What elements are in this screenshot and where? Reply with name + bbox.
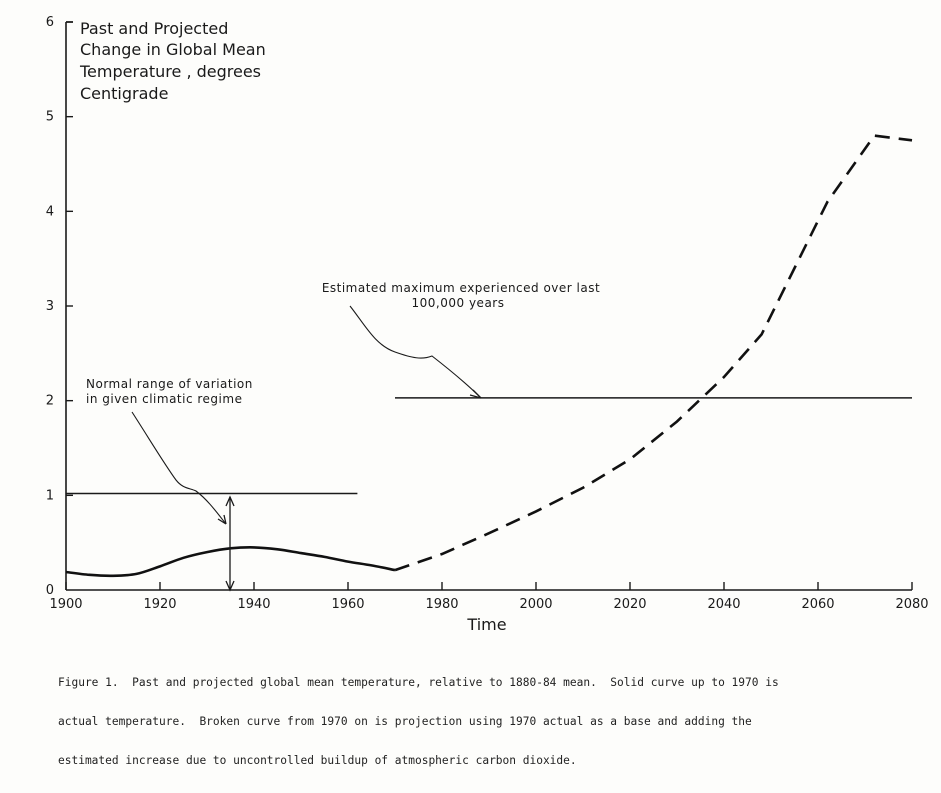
x-tick-label: 1920 [143, 597, 176, 612]
caption-line-3: estimated increase due to uncontrolled b… [58, 754, 577, 767]
y-tick-label: 5 [46, 110, 54, 125]
y-tick-label: 2 [46, 394, 54, 409]
chart-title-line-2: Change in Global Mean [80, 40, 266, 59]
chart-container: 0 1 2 3 4 5 6 1900 1920 1940 1960 1980 2000 2020 2040… [46, 15, 929, 767]
annotation-max-line-1: Estimated maximum experienced over last [322, 281, 600, 295]
chart-title-line-1: Past and Projected [80, 19, 228, 38]
y-tick-label: 3 [46, 299, 54, 314]
annotation-range-leader [131, 411, 227, 525]
x-tick-label: 2060 [801, 597, 834, 612]
projected-temperature-line [394, 134, 913, 572]
range-arrowhead-bottom [225, 580, 235, 592]
annotation-max-arrowhead [469, 389, 482, 399]
y-tick-label: 6 [46, 15, 54, 30]
x-axis-ticks: 1900 1920 1940 1960 1980 2000 2020 2040 2060 2080 [49, 582, 929, 612]
x-tick-label: 2000 [519, 597, 552, 612]
temperature-chart: 0 1 2 3 4 5 6 1900 1920 1940 1960 1980 2000 2020 2040… [46, 15, 929, 634]
annotation-range-line-2: in given climatic regime [86, 392, 242, 406]
x-tick-label: 2020 [613, 597, 646, 612]
y-tick-label: 1 [46, 488, 54, 503]
x-tick-label: 1940 [237, 597, 270, 612]
range-arrowhead-top [225, 495, 235, 507]
annotation-max-line-2: 100,000 years [412, 296, 505, 310]
caption-line-2: actual temperature. Broken curve from 19… [58, 715, 752, 728]
annotation-max-leader [349, 305, 482, 399]
x-tick-label: 1960 [331, 597, 364, 612]
x-axis-label: Time [466, 615, 506, 634]
x-tick-label: 2080 [895, 597, 928, 612]
caption-line-1: Figure 1. Past and projected global mean… [58, 676, 779, 689]
y-tick-label: 4 [46, 204, 54, 219]
y-tick-label: 0 [46, 583, 54, 598]
x-tick-label: 1900 [49, 597, 82, 612]
annotation-range-line-1: Normal range of variation [86, 377, 253, 391]
annotation-range-arrowhead [217, 514, 227, 525]
x-tick-label: 2040 [707, 597, 740, 612]
chart-title-line-4: Centigrade [80, 84, 168, 103]
y-axis-ticks: 0 1 2 3 4 5 6 [46, 15, 73, 598]
x-tick-label: 1980 [425, 597, 458, 612]
figure-caption: Figure 1. Past and projected global mean… [58, 650, 918, 793]
chart-title-line-3: Temperature , degrees [79, 62, 261, 81]
